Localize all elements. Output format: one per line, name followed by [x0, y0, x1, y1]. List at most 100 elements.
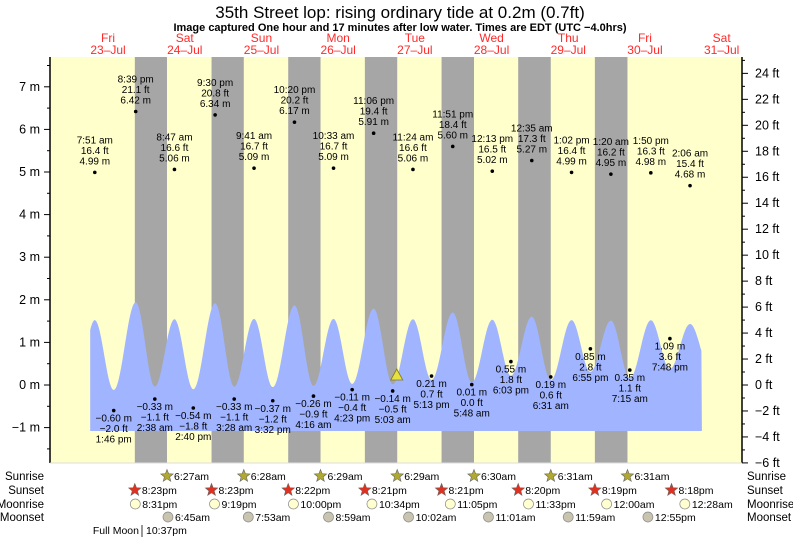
- low-tide-label: 6:55 pm: [572, 373, 608, 384]
- moonset-moon-icon: [562, 511, 574, 523]
- high-tide-label: 16.4 ft: [558, 146, 586, 157]
- sunset-time: 8:21pm: [372, 485, 407, 497]
- high-tide-label: 5.09 m: [318, 152, 349, 163]
- high-tide-label: 8:39 pm: [118, 75, 154, 86]
- extremum-point: [569, 170, 574, 175]
- high-tide-label: 8:47 am: [156, 132, 192, 143]
- high-tide-label: 5.06 m: [398, 153, 429, 164]
- right-axis-tick-label: 2 ft: [755, 352, 773, 366]
- right-axis-tick-label: 24 ft: [755, 66, 780, 80]
- tide-curve: [90, 302, 702, 431]
- sunset-time: 8:19pm: [602, 485, 637, 497]
- high-tide-label: 16.6 ft: [161, 143, 189, 154]
- high-tide-label: 5.91 m: [358, 117, 389, 128]
- day-label-date: 23–Jul: [90, 43, 125, 57]
- high-tide-label: 1:20 am: [593, 137, 629, 148]
- extremum-point: [411, 167, 415, 172]
- high-tide-label: 12:35 am: [511, 123, 553, 134]
- high-tide-label: 2:06 am: [672, 149, 708, 160]
- sunrise-time: 6:30am: [481, 471, 516, 483]
- high-tide-label: 6.17 m: [279, 106, 310, 117]
- high-tide-label: 5.06 m: [159, 153, 190, 164]
- extremum-point: [529, 158, 534, 163]
- high-tide-label: 5.09 m: [239, 152, 270, 163]
- day-label-date: 28–Jul: [474, 43, 509, 57]
- moonrise-moon-icon: [209, 498, 220, 510]
- low-tide-label: −0.26 m: [295, 399, 331, 410]
- moonset-moon-icon: [162, 511, 174, 523]
- low-tide-label: 6:31 am: [533, 401, 569, 412]
- left-axis-tick-label: 6 m: [19, 122, 40, 136]
- extremum-point: [172, 167, 177, 172]
- extremum-point: [331, 166, 336, 170]
- extremum-point: [133, 109, 138, 114]
- day-label-dow: Thu: [558, 31, 579, 45]
- high-tide-label: 21.1 ft: [122, 85, 150, 96]
- sunrise-star-icon: [467, 468, 481, 482]
- low-tide-label: 4:16 am: [295, 420, 331, 431]
- sunrise-star-icon: [313, 468, 328, 482]
- low-tide-label: 4:23 pm: [334, 414, 370, 425]
- moonset-time: 7:53am: [255, 512, 290, 524]
- extremum-point: [668, 336, 672, 341]
- sunset-star-icon: [204, 482, 219, 496]
- extremum-point: [252, 166, 256, 170]
- high-tide-label: 12:13 pm: [471, 134, 513, 145]
- extremum-point: [371, 131, 376, 136]
- low-tide-label: −0.11 m: [334, 393, 370, 404]
- moonset-time: 6:45am: [175, 512, 210, 524]
- moonrise-time: 10:00pm: [300, 499, 341, 511]
- moonrise-time: 12:00am: [614, 499, 655, 511]
- day-label-dow: Fri: [101, 31, 115, 45]
- moonrise-time: 12:28am: [692, 499, 733, 511]
- right-axis-tick-label: 0 ft: [755, 378, 773, 392]
- extremum-point: [548, 375, 553, 379]
- low-tide-label: 0.85 m: [575, 352, 606, 363]
- high-tide-label: 10:33 am: [313, 131, 355, 142]
- left-axis-tick-label: 7 m: [19, 80, 40, 94]
- moonset-row-label: Moonset: [0, 512, 45, 524]
- moonrise-moon-icon: [523, 498, 534, 510]
- day-label-date: 30–Jul: [627, 43, 662, 57]
- high-tide-label: 5.60 m: [437, 130, 468, 141]
- high-tide-label: 16.5 ft: [478, 145, 506, 156]
- extremum-point: [429, 374, 434, 378]
- left-axis-tick-label: 0 m: [19, 378, 40, 392]
- moonset-time: 8:59am: [336, 512, 371, 524]
- high-tide-label: 6.42 m: [120, 96, 151, 107]
- low-tide-label: 2.8 ft: [579, 362, 601, 373]
- right-axis-tick-label: 22 ft: [755, 92, 780, 106]
- sunrise-time: 6:27am: [174, 471, 209, 483]
- moonrise-row-label: Moonrise: [0, 499, 44, 511]
- moonset-moon-icon: [642, 511, 654, 523]
- high-tide-label: 5.02 m: [477, 155, 508, 166]
- extremum-point: [390, 389, 395, 393]
- right-axis-tick-label: 20 ft: [755, 118, 780, 132]
- high-tide-label: 16.6 ft: [399, 143, 427, 154]
- high-tide-label: 4.99 m: [556, 156, 587, 167]
- high-tide-label: 16.3 ft: [637, 146, 665, 157]
- low-tide-label: 1.09 m: [655, 342, 686, 353]
- low-tide-label: −0.37 m: [255, 404, 291, 415]
- low-tide-label: −1.2 ft: [259, 414, 287, 425]
- extremum-point: [191, 406, 196, 410]
- low-tide-label: 0.55 m: [496, 365, 527, 376]
- low-tide-label: 0.0 ft: [461, 398, 483, 409]
- high-tide-label: 11:51 pm: [432, 109, 473, 120]
- sunset-time: 8:21pm: [449, 485, 484, 497]
- high-tide-label: 10:20 pm: [274, 85, 316, 96]
- day-label-dow: Mon: [326, 31, 349, 45]
- day-label-dow: Tue: [405, 31, 426, 45]
- left-axis-tick-label: −1 m: [12, 421, 40, 435]
- extremum-point: [609, 172, 613, 176]
- left-axis-tick-label: 2 m: [19, 293, 40, 307]
- extremum-point: [627, 368, 632, 372]
- low-tide-label: 7:48 pm: [652, 363, 688, 374]
- moonrise-time: 11:33pm: [535, 499, 575, 511]
- sunrise-star-icon: [160, 468, 174, 482]
- sunset-star-icon: [357, 482, 372, 496]
- moonset-moon-icon: [403, 511, 414, 523]
- sunrise-row-label: Sunrise: [5, 471, 44, 483]
